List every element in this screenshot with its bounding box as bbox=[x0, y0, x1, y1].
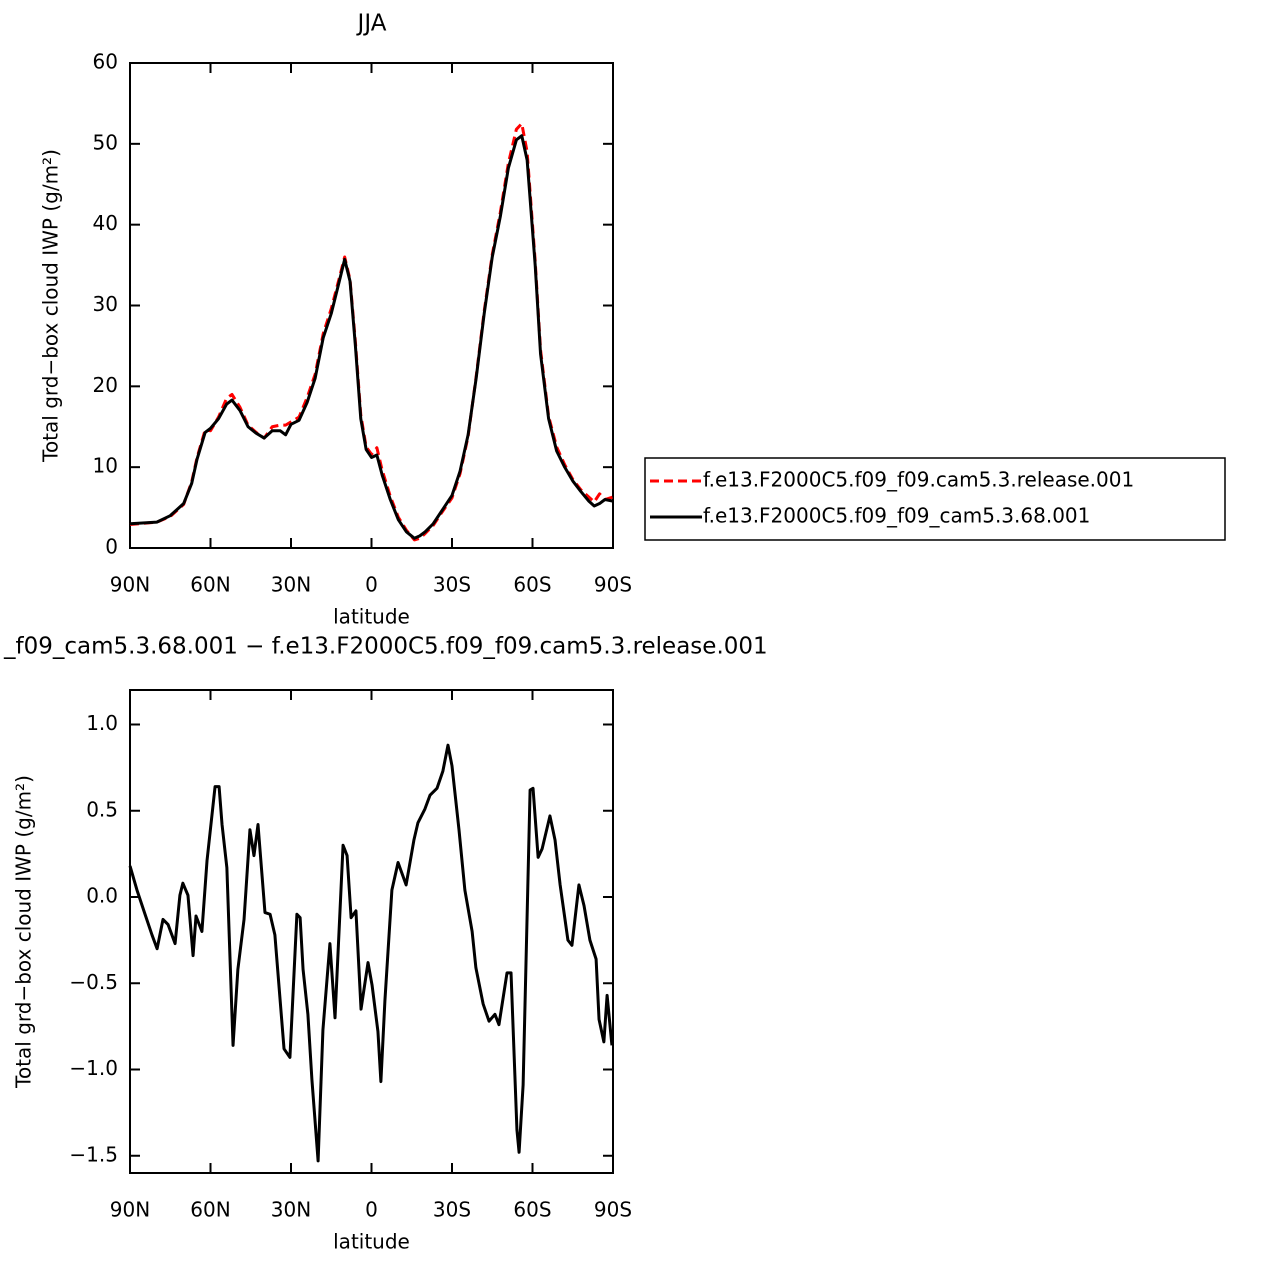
x-axis-label: latitude bbox=[333, 605, 410, 629]
x-tick-label: 30S bbox=[433, 1198, 471, 1222]
y-tick-label: 60 bbox=[93, 50, 118, 74]
x-axis-label: latitude bbox=[333, 1230, 410, 1254]
x-tick-label: 30N bbox=[271, 1198, 311, 1222]
y-tick-label: 0 bbox=[105, 535, 118, 559]
y-tick-label: 1.0 bbox=[86, 711, 118, 735]
x-tick-label: 60N bbox=[190, 1198, 230, 1222]
x-tick-label: 30S bbox=[433, 573, 471, 597]
x-tick-label: 90S bbox=[594, 573, 632, 597]
y-tick-label: −1.0 bbox=[69, 1056, 118, 1080]
y-tick-label: 40 bbox=[93, 211, 118, 235]
data-line bbox=[129, 134, 614, 540]
legend-box bbox=[644, 457, 1226, 541]
y-axis-label: Total grd−box cloud IWP (g/m²) bbox=[39, 149, 63, 463]
x-tick-label: 90S bbox=[594, 1198, 632, 1222]
y-tick-label: 0.0 bbox=[86, 884, 118, 908]
x-tick-label: 30N bbox=[271, 573, 311, 597]
x-tick-label: 90N bbox=[110, 573, 150, 597]
y-tick-label: −1.5 bbox=[69, 1142, 118, 1166]
chart-title: _f09_cam5.3.68.001 − f.e13.F2000C5.f09_f… bbox=[3, 634, 768, 660]
x-tick-label: 60N bbox=[190, 573, 230, 597]
y-axis-label: Total grd−box cloud IWP (g/m²) bbox=[12, 775, 36, 1089]
y-tick-label: −0.5 bbox=[69, 970, 118, 994]
x-tick-label: 0 bbox=[365, 1198, 378, 1222]
y-tick-label: 30 bbox=[93, 292, 118, 316]
y-tick-label: 10 bbox=[93, 454, 118, 478]
y-tick-label: 50 bbox=[93, 130, 118, 154]
chart-title: JJA bbox=[356, 11, 387, 37]
y-tick-label: 0.5 bbox=[86, 797, 118, 821]
legend-label: f.e13.F2000C5.f09_f09.cam5.3.release.001 bbox=[703, 468, 1134, 492]
legend-label: f.e13.F2000C5.f09_f09_cam5.3.68.001 bbox=[703, 504, 1090, 528]
x-tick-label: 60S bbox=[513, 1198, 551, 1222]
x-tick-label: 0 bbox=[365, 573, 378, 597]
x-tick-label: 60S bbox=[513, 573, 551, 597]
data-line bbox=[128, 743, 614, 1163]
y-tick-label: 20 bbox=[93, 373, 118, 397]
x-tick-label: 90N bbox=[110, 1198, 150, 1222]
